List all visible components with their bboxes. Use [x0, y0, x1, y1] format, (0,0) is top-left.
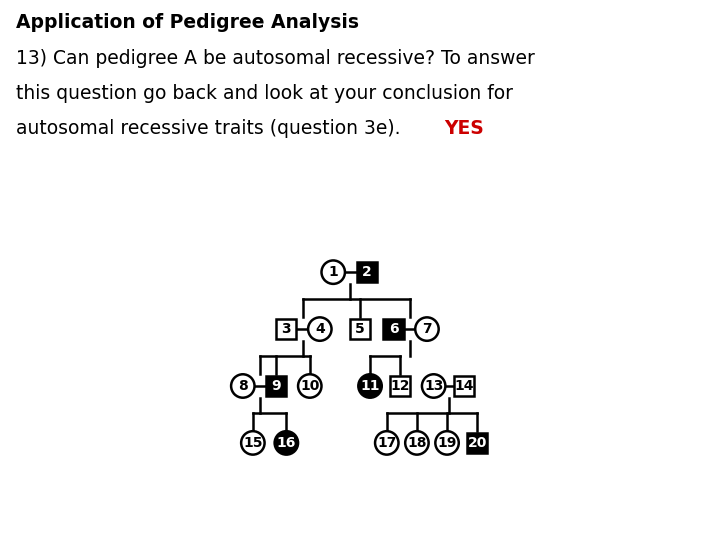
Bar — [356, 262, 377, 282]
Circle shape — [375, 431, 398, 455]
Circle shape — [231, 374, 255, 397]
Text: 9: 9 — [271, 379, 281, 393]
Text: 17: 17 — [377, 436, 397, 450]
Text: 4: 4 — [315, 322, 325, 336]
Bar — [384, 319, 403, 339]
Text: autosomal recessive traits (question 3e).: autosomal recessive traits (question 3e)… — [16, 119, 413, 138]
Bar — [454, 376, 474, 396]
Circle shape — [422, 374, 446, 397]
Text: 5: 5 — [355, 322, 365, 336]
Bar — [276, 319, 297, 339]
Bar — [467, 433, 487, 453]
Text: 11: 11 — [360, 379, 379, 393]
Text: 1: 1 — [328, 265, 338, 279]
Circle shape — [308, 318, 331, 341]
Circle shape — [405, 431, 428, 455]
Circle shape — [241, 431, 264, 455]
Text: 20: 20 — [467, 436, 487, 450]
Circle shape — [298, 374, 322, 397]
Text: 7: 7 — [422, 322, 432, 336]
Text: 12: 12 — [390, 379, 410, 393]
Bar — [350, 319, 370, 339]
Text: 2: 2 — [362, 265, 372, 279]
Circle shape — [274, 431, 298, 455]
Circle shape — [436, 431, 459, 455]
Circle shape — [415, 318, 438, 341]
Text: 13: 13 — [424, 379, 444, 393]
Text: 16: 16 — [276, 436, 296, 450]
Circle shape — [359, 374, 382, 397]
Text: YES: YES — [444, 119, 484, 138]
Text: 8: 8 — [238, 379, 248, 393]
Circle shape — [322, 260, 345, 284]
Text: 15: 15 — [243, 436, 263, 450]
Text: Application of Pedigree Analysis: Application of Pedigree Analysis — [16, 14, 359, 32]
Text: 13) Can pedigree A be autosomal recessive? To answer: 13) Can pedigree A be autosomal recessiv… — [16, 49, 535, 68]
Bar — [266, 376, 287, 396]
Text: 18: 18 — [408, 436, 427, 450]
Text: 19: 19 — [437, 436, 456, 450]
Text: this question go back and look at your conclusion for: this question go back and look at your c… — [16, 84, 513, 103]
Text: 14: 14 — [454, 379, 474, 393]
Text: 10: 10 — [300, 379, 320, 393]
Text: 6: 6 — [389, 322, 398, 336]
Bar — [390, 376, 410, 396]
Text: 3: 3 — [282, 322, 291, 336]
